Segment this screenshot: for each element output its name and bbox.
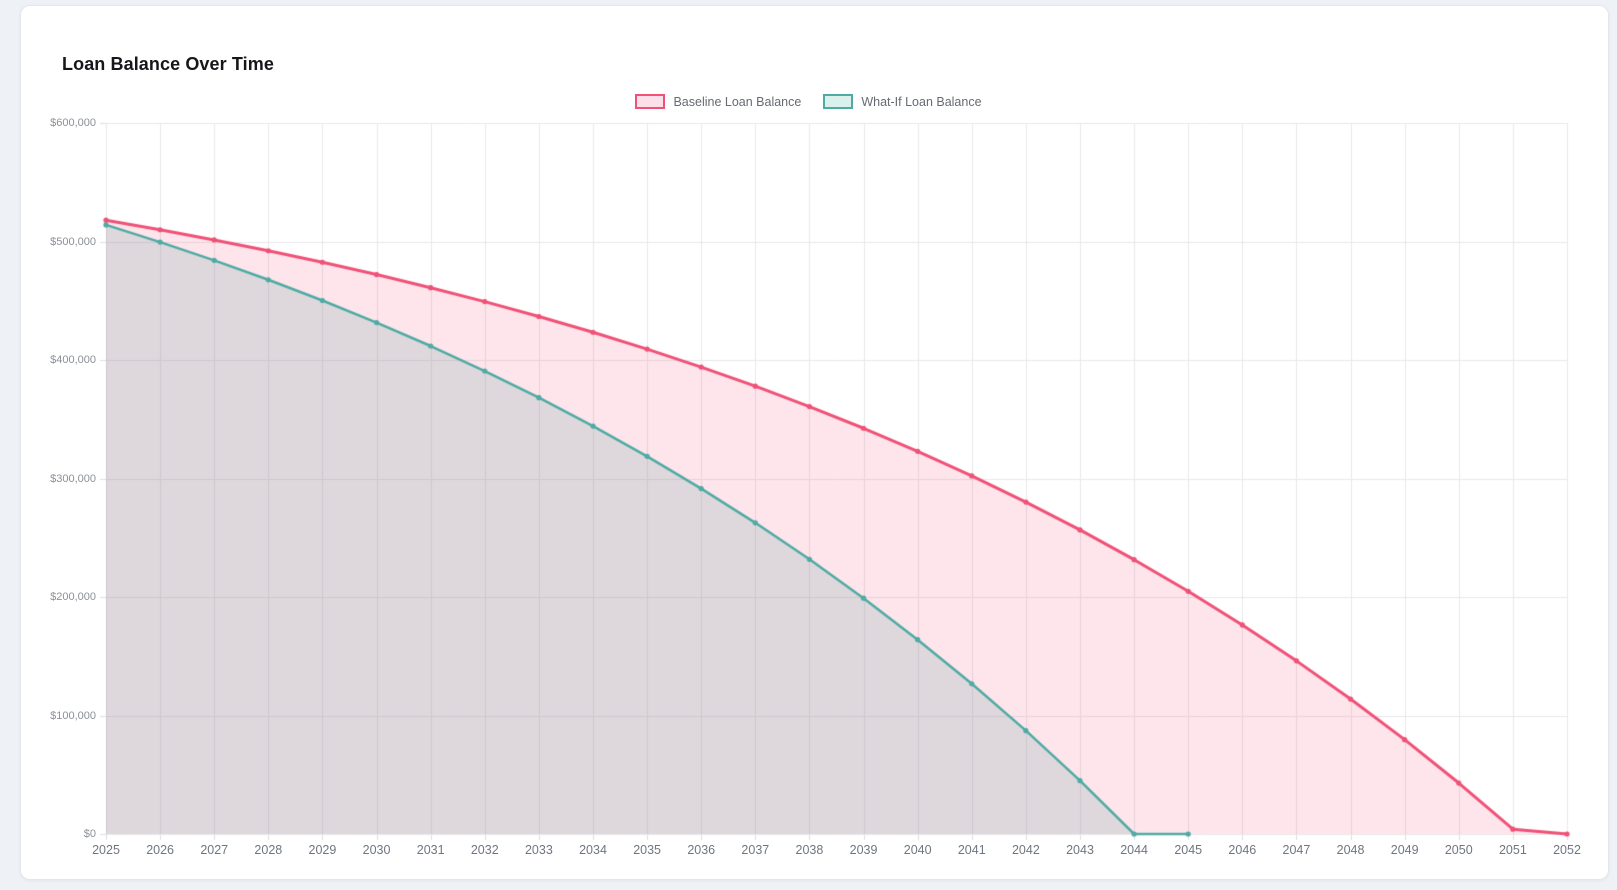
legend-item-baseline[interactable]: Baseline Loan Balance [635,94,801,109]
legend-item-whatif[interactable]: What-If Loan Balance [823,94,982,109]
legend-label-baseline: Baseline Loan Balance [673,94,802,109]
baseline-legend-swatch-icon [635,94,666,109]
chart-legend: Baseline Loan Balance What-If Loan Balan… [0,94,1617,109]
whatif-legend-swatch-icon [823,94,854,109]
legend-label-whatif: What-If Loan Balance [861,94,982,109]
